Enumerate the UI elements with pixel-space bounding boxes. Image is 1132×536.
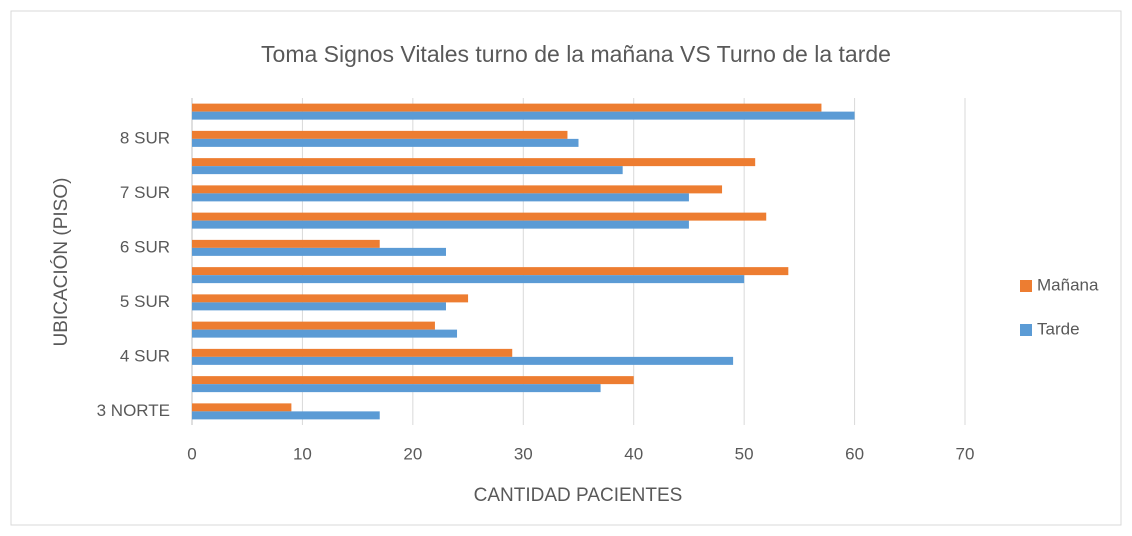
bar xyxy=(192,384,601,393)
bar xyxy=(192,220,689,229)
y-tick-label: 4 SUR xyxy=(120,346,170,365)
x-tick-label: 60 xyxy=(845,444,864,463)
x-tick-label: 40 xyxy=(624,444,643,463)
y-tick-label: 3 NORTE xyxy=(97,401,170,420)
x-tick-label: 20 xyxy=(403,444,422,463)
bar xyxy=(192,212,767,221)
bar xyxy=(192,111,855,120)
bar xyxy=(192,185,723,194)
x-tick-label: 10 xyxy=(293,444,312,463)
legend-label: Tarde xyxy=(1037,319,1080,338)
bar xyxy=(192,130,568,139)
bar xyxy=(192,321,435,330)
y-tick-label: 7 SUR xyxy=(120,183,170,202)
x-tick-label: 0 xyxy=(187,444,196,463)
y-tick-label: 5 SUR xyxy=(120,292,170,311)
bar xyxy=(192,356,734,365)
bar xyxy=(192,329,458,338)
bar xyxy=(192,267,789,276)
bar xyxy=(192,103,822,112)
bar xyxy=(192,411,380,420)
legend-swatch xyxy=(1020,324,1032,336)
bar xyxy=(192,403,292,412)
legend-swatch xyxy=(1020,280,1032,292)
bar xyxy=(192,239,380,248)
y-tick-label: 6 SUR xyxy=(120,237,170,256)
x-tick-label: 50 xyxy=(735,444,754,463)
bar xyxy=(192,348,513,357)
y-tick-label: 8 SUR xyxy=(120,128,170,147)
bar xyxy=(192,193,689,202)
bar xyxy=(192,275,745,284)
x-tick-label: 30 xyxy=(514,444,533,463)
bar xyxy=(192,247,446,256)
bar xyxy=(192,138,579,147)
x-tick-label: 70 xyxy=(956,444,975,463)
chart-title: Toma Signos Vitales turno de la mañana V… xyxy=(261,41,891,67)
bar xyxy=(192,294,469,303)
bar xyxy=(192,302,446,311)
x-axis-title: CANTIDAD PACIENTES xyxy=(474,485,683,506)
bar xyxy=(192,166,623,175)
legend-label: Mañana xyxy=(1037,275,1099,294)
y-axis-title: UBICACIÓN (PISO) xyxy=(50,178,72,347)
bar xyxy=(192,158,756,167)
bar xyxy=(192,376,634,385)
